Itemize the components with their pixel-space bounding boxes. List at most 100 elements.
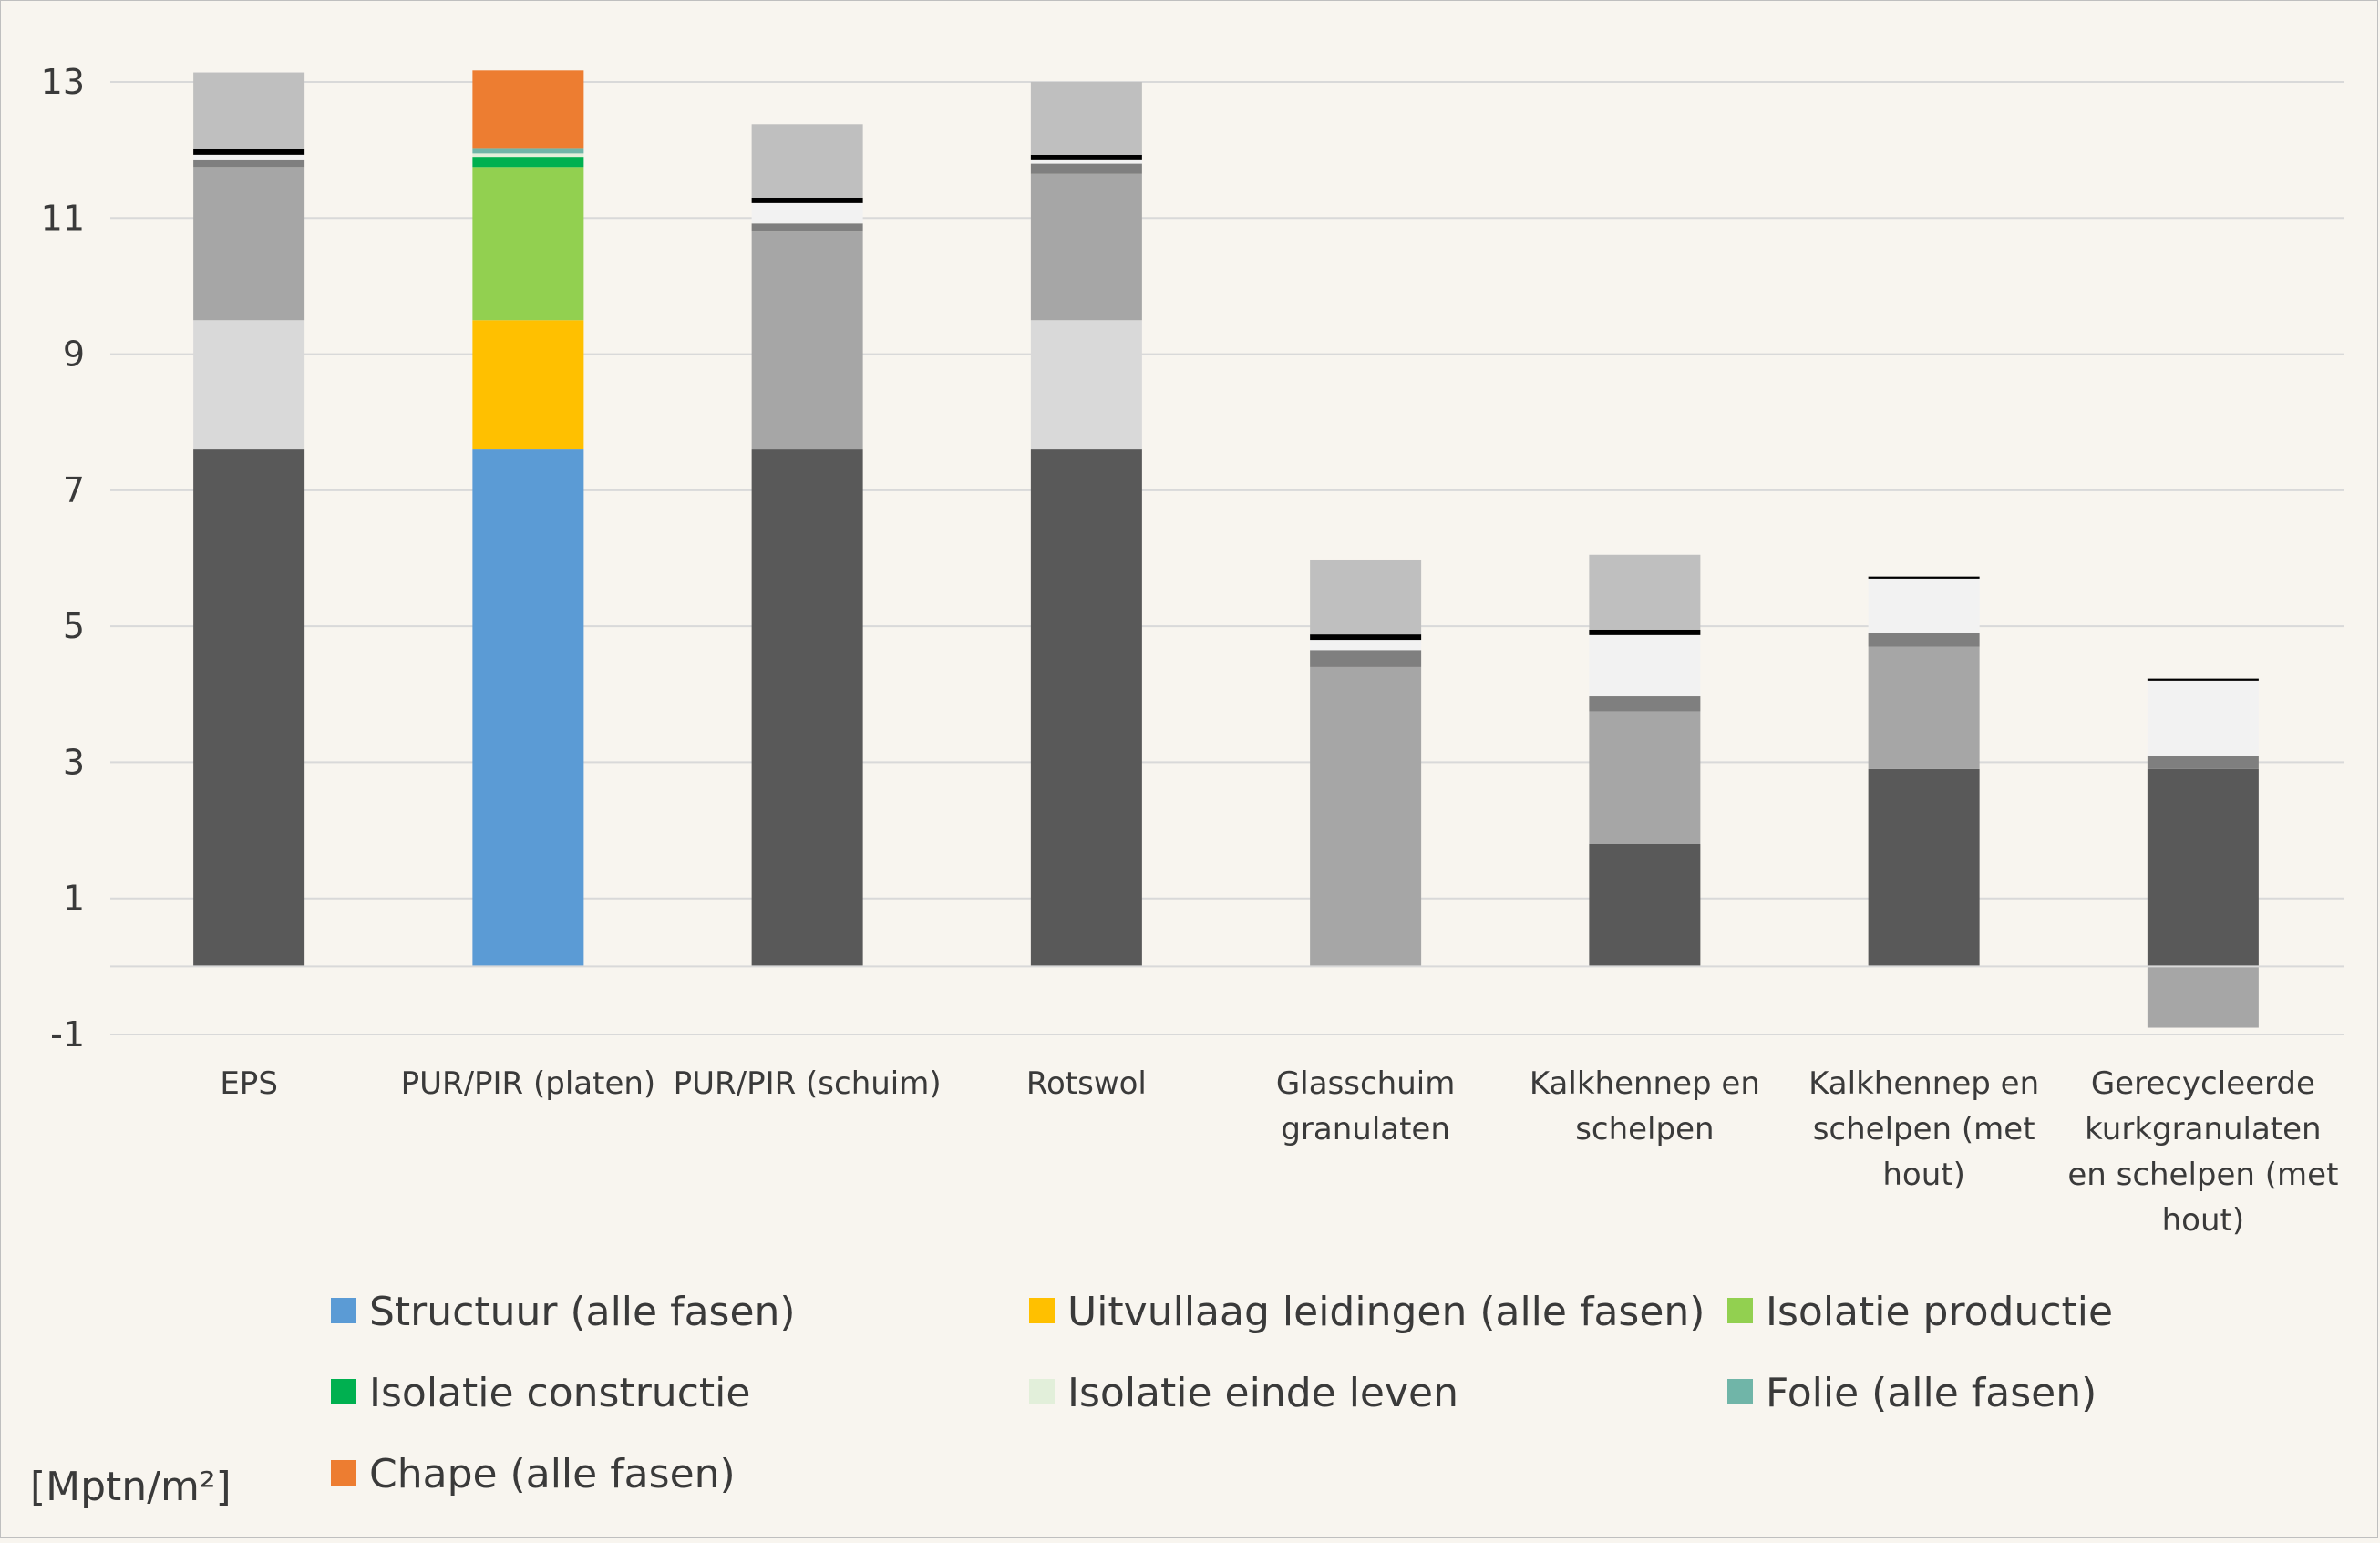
category-label: kurkgranulaten — [2085, 1111, 2321, 1147]
category-label: Rotswol — [1026, 1065, 1147, 1102]
bar-segment — [1310, 650, 1422, 667]
category-label: schelpen (met — [1813, 1111, 2035, 1147]
bar-segment — [1030, 159, 1142, 164]
category-label: hout) — [1882, 1157, 1965, 1193]
bar-segment — [1030, 82, 1142, 155]
bar-segment — [1589, 554, 1701, 630]
bar-segment — [1868, 646, 1980, 769]
category-label: PUR/PIR (schuim) — [674, 1065, 942, 1102]
bar-segment — [472, 153, 584, 158]
legend-swatch — [331, 1298, 356, 1323]
legend-label: Folie (alle fasen) — [1766, 1370, 2097, 1416]
legend: Structuur (alle fasen) Uitvullaag leiding… — [331, 1289, 2113, 1497]
legend-label: Isolatie productie — [1766, 1289, 2113, 1335]
legend-item: Chape (alle fasen) — [331, 1451, 736, 1497]
bar-segment — [193, 449, 305, 967]
bar-segment — [1589, 696, 1701, 712]
bar-segment — [193, 320, 305, 450]
y-tick-label: 5 — [63, 606, 85, 646]
bar-segment — [2147, 678, 2259, 681]
legend-swatch — [331, 1379, 356, 1404]
bar-segment — [1030, 163, 1142, 174]
category-label: Kalkhennep en — [1530, 1065, 1760, 1102]
bar-segment — [1030, 449, 1142, 967]
bar-segment — [472, 449, 584, 967]
bar-segment — [193, 159, 305, 168]
bar-segment — [1310, 559, 1422, 635]
bar-segment — [1030, 173, 1142, 321]
y-tick-label: 7 — [63, 470, 85, 510]
bar-segment — [472, 148, 584, 154]
bar-segment — [2147, 680, 2259, 756]
category-label: Glasschuim — [1276, 1065, 1455, 1102]
bar-segment — [751, 197, 863, 203]
legend-item: Isolatie constructie — [331, 1370, 750, 1416]
bar-segment — [2147, 768, 2259, 967]
category-label: Kalkhennep en — [1808, 1065, 2039, 1102]
bar-segment — [751, 202, 863, 224]
bar-segment — [2147, 755, 2259, 769]
legend-swatch — [331, 1460, 356, 1486]
bars — [193, 70, 2259, 1028]
bar-segment — [1589, 634, 1701, 697]
legend-swatch — [1727, 1379, 1753, 1404]
bar-segment — [1310, 634, 1422, 641]
category-label: PUR/PIR (platen) — [401, 1065, 656, 1102]
legend-item: Folie (alle fasen) — [1727, 1370, 2097, 1416]
bar-segment — [751, 124, 863, 198]
y-tick-label: 13 — [41, 62, 85, 102]
bar-segment — [751, 231, 863, 450]
y-tick-label: 1 — [63, 879, 85, 919]
legend-label: Structuur (alle fasen) — [369, 1289, 796, 1335]
bar-segment — [1030, 154, 1142, 160]
y-tick-label: 3 — [63, 742, 85, 782]
bar-segment — [1310, 640, 1422, 651]
bar-segment — [472, 167, 584, 321]
legend-item: Uitvullaag leidingen (alle fasen) — [1029, 1289, 1705, 1335]
bar-segment — [1868, 768, 1980, 967]
category-label: schelpen — [1575, 1111, 1714, 1147]
bar-segment — [751, 449, 863, 967]
legend-item: Isolatie einde leven — [1029, 1370, 1458, 1416]
bar-segment — [1868, 578, 1980, 633]
bar-segment — [1589, 629, 1701, 635]
category-label: EPS — [220, 1065, 278, 1102]
bar-segment — [1868, 633, 1980, 647]
legend-label: Uitvullaag leidingen (alle fasen) — [1067, 1289, 1705, 1335]
bar-segment — [1310, 666, 1422, 967]
bar-segment — [1589, 711, 1701, 844]
category-label: en schelpen (met — [2067, 1157, 2338, 1193]
legend-label: Chape (alle fasen) — [369, 1451, 736, 1497]
bar-segment — [472, 320, 584, 450]
x-axis-category-labels: EPS PUR/PIR (platen) PUR/PIR (schuim) Rotsw… — [220, 1065, 2338, 1239]
legend-swatch — [1029, 1379, 1055, 1404]
legend-swatch — [1029, 1298, 1055, 1323]
bar-segment — [193, 149, 305, 155]
bar-segment — [1868, 576, 1980, 579]
bar-segment — [1030, 320, 1142, 450]
legend-item: Structuur (alle fasen) — [331, 1289, 796, 1335]
legend-swatch — [1727, 1298, 1753, 1323]
y-tick-label: 9 — [63, 334, 85, 375]
category-label: Gerecycleerde — [2091, 1065, 2315, 1102]
category-label: granulaten — [1281, 1111, 1450, 1147]
bar-segment — [472, 70, 584, 149]
gridlines — [110, 81, 2344, 1035]
y-tick-label: 11 — [41, 198, 85, 238]
category-label: hout) — [2162, 1202, 2245, 1239]
bar-segment — [193, 167, 305, 321]
bar-segment — [2147, 966, 2259, 1028]
y-tick-label: -1 — [50, 1014, 85, 1054]
legend-label: Isolatie einde leven — [1067, 1370, 1458, 1416]
bar-segment — [751, 223, 863, 232]
bar-segment — [193, 72, 305, 149]
bar-segment — [1589, 844, 1701, 967]
bar-segment — [472, 157, 584, 168]
unit-label: [Mptn/m²] — [30, 1464, 232, 1510]
legend-label: Isolatie constructie — [369, 1370, 750, 1416]
bar-segment — [193, 154, 305, 160]
legend-item: Isolatie productie — [1727, 1289, 2113, 1335]
